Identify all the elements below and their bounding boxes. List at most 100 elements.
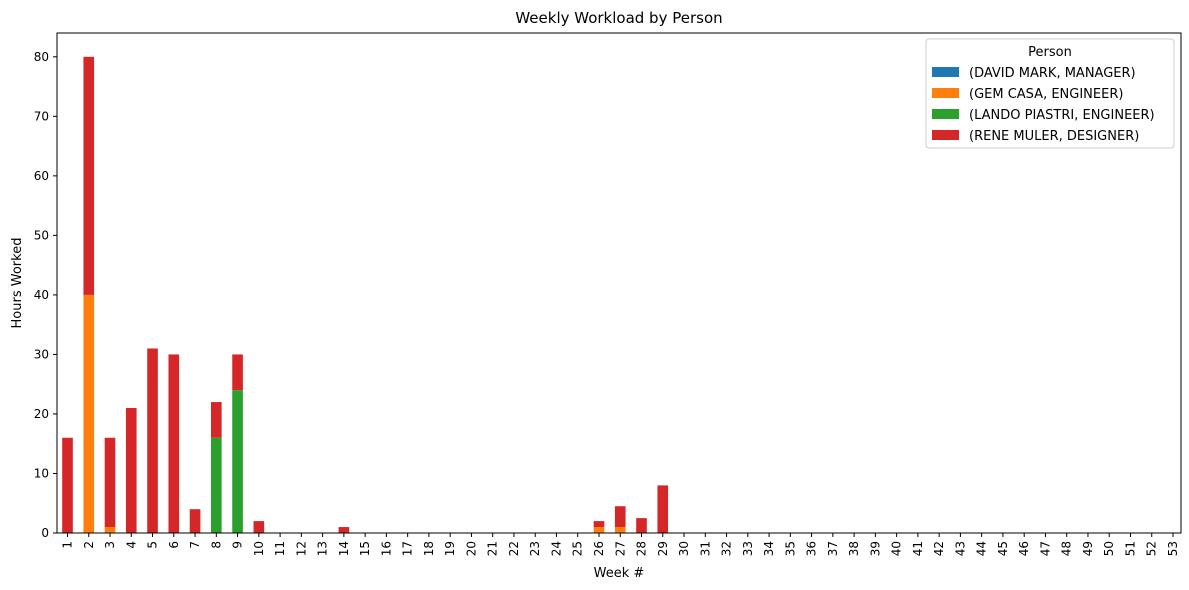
bar-week-1-series-3 — [62, 437, 73, 533]
x-tick-label: 35 — [783, 541, 797, 556]
bar-week-2-series-3 — [83, 56, 95, 295]
legend-swatch — [932, 88, 959, 98]
x-tick-label: 7 — [188, 541, 202, 549]
bar-week-9-series-3 — [232, 354, 243, 391]
bar-week-5-series-3 — [147, 348, 158, 533]
x-tick-label: 14 — [337, 541, 351, 556]
bar-week-3-series-1 — [104, 527, 116, 533]
x-tick-label: 3 — [103, 541, 117, 549]
x-tick-label: 37 — [826, 541, 840, 556]
plot-frame — [56, 32, 1182, 534]
x-tick-label: 53 — [1166, 541, 1180, 556]
x-tick-label: 9 — [231, 541, 245, 549]
x-tick-label: 16 — [379, 541, 393, 556]
bar-week-8-series-2 — [211, 437, 222, 533]
x-axis-label: Week # — [594, 566, 645, 581]
x-tick-label: 30 — [677, 541, 691, 556]
x-tick-label: 27 — [613, 541, 627, 556]
x-tick-label: 5 — [146, 541, 160, 549]
bar-week-9-series-2 — [232, 390, 243, 533]
x-tick-label: 13 — [316, 541, 330, 556]
x-tick-label: 26 — [592, 541, 606, 556]
x-tick-label: 39 — [868, 541, 882, 556]
x-tick-label: 12 — [294, 541, 308, 556]
x-tick-label: 49 — [1081, 541, 1095, 556]
bar-week-27-series-3 — [614, 506, 626, 528]
x-tick-label: 2 — [82, 541, 96, 549]
bar-week-3-series-3 — [104, 437, 116, 528]
legend: Person (DAVID MARK, MANAGER) (GEM CASA, E… — [925, 38, 1175, 149]
legend-label: (DAVID MARK, MANAGER) — [969, 66, 1136, 81]
x-tick-label: 15 — [358, 541, 372, 556]
y-tick-label: 0 — [41, 526, 49, 540]
legend-swatch — [932, 130, 959, 140]
legend-box — [925, 38, 1175, 149]
y-tick-label: 50 — [34, 228, 49, 242]
y-axis: 0 10 20 30 40 50 60 70 80 — [34, 50, 57, 540]
legend-swatch — [932, 67, 959, 77]
x-tick-label: 45 — [996, 541, 1010, 556]
x-tick-label: 24 — [549, 541, 563, 556]
y-tick-label: 80 — [34, 50, 49, 64]
x-tick-label: 44 — [975, 541, 989, 556]
bar-week-14-series-3 — [338, 527, 350, 533]
x-tick-label: 50 — [1102, 541, 1116, 556]
chart-title: Weekly Workload by Person — [515, 9, 722, 27]
x-tick-label: 38 — [847, 541, 861, 556]
legend-label: (LANDO PIASTRI, ENGINEER) — [969, 108, 1155, 123]
y-tick-label: 60 — [34, 169, 49, 183]
y-tick-label: 20 — [34, 407, 49, 421]
x-tick-label: 4 — [124, 541, 138, 549]
bar-week-6-series-3 — [168, 354, 180, 533]
bar-week-7-series-3 — [189, 509, 201, 533]
bar-week-27-series-1 — [614, 527, 626, 533]
x-tick-label: 47 — [1038, 541, 1052, 556]
x-tick-label: 48 — [1060, 541, 1074, 556]
x-tick-label: 52 — [1145, 541, 1159, 556]
x-tick-label: 8 — [209, 541, 223, 549]
x-tick-label: 22 — [507, 541, 521, 556]
bar-week-8-series-3 — [211, 402, 222, 438]
x-tick-label: 29 — [656, 541, 670, 556]
x-tick-label: 40 — [890, 541, 904, 556]
y-tick-label: 40 — [34, 288, 49, 302]
x-tick-label: 46 — [1017, 541, 1031, 556]
y-tick-label: 30 — [34, 347, 49, 361]
legend-label: (GEM CASA, ENGINEER) — [969, 87, 1123, 102]
legend-entries: (DAVID MARK, MANAGER) (GEM CASA, ENGINEER… — [932, 66, 1155, 144]
x-tick-label: 51 — [1123, 541, 1137, 556]
y-axis-label: Hours Worked — [10, 238, 25, 329]
x-tick-label: 33 — [741, 541, 755, 556]
x-tick-label: 23 — [528, 541, 542, 556]
legend-swatch — [932, 109, 959, 119]
bar-week-4-series-3 — [125, 408, 137, 533]
y-tick-label: 10 — [34, 466, 49, 480]
x-tick-label: 25 — [571, 541, 585, 556]
x-tick-label: 1 — [61, 541, 75, 549]
x-tick-label: 19 — [443, 541, 457, 556]
x-tick-label: 18 — [422, 541, 436, 556]
x-tick-label: 43 — [953, 541, 967, 556]
bar-week-10-series-3 — [253, 521, 265, 533]
x-tick-label: 11 — [273, 541, 287, 556]
legend-title: Person — [1028, 45, 1072, 60]
x-tick-label: 31 — [698, 541, 712, 556]
x-tick-label: 21 — [486, 541, 500, 556]
bar-week-26-series-1 — [593, 527, 605, 533]
x-tick-label: 20 — [464, 541, 478, 556]
bars-group — [62, 56, 669, 533]
bar-week-2-series-1 — [83, 294, 95, 533]
x-tick-label: 34 — [762, 541, 776, 556]
x-tick-label: 28 — [635, 541, 649, 556]
x-tick-label: 6 — [167, 541, 181, 549]
x-tick-label: 42 — [932, 541, 946, 556]
bar-week-29-series-3 — [657, 485, 669, 533]
legend-label: (RENE MULER, DESIGNER) — [969, 129, 1139, 144]
bar-week-28-series-3 — [636, 518, 647, 533]
y-tick-label: 70 — [34, 109, 49, 123]
x-tick-label: 10 — [252, 541, 266, 556]
x-tick-label: 41 — [911, 541, 925, 556]
x-tick-label: 17 — [401, 541, 415, 556]
x-axis: 1 2 3 4 5 6 7 8 9 10 11 12 13 14 15 16 17 18 19 20 21 22 23 24 2… — [61, 533, 1180, 556]
